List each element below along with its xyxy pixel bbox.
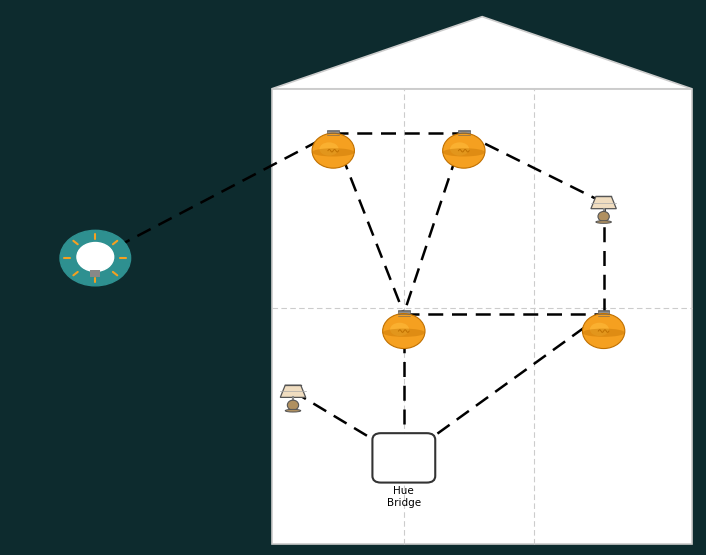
Ellipse shape	[285, 410, 301, 412]
Ellipse shape	[582, 329, 625, 337]
Ellipse shape	[312, 148, 354, 157]
Ellipse shape	[582, 314, 625, 349]
Ellipse shape	[450, 142, 469, 155]
FancyBboxPatch shape	[373, 433, 435, 483]
Ellipse shape	[287, 400, 299, 410]
FancyBboxPatch shape	[598, 310, 609, 317]
Circle shape	[60, 230, 131, 286]
Polygon shape	[272, 17, 692, 89]
Ellipse shape	[312, 133, 354, 168]
Ellipse shape	[596, 221, 611, 223]
Ellipse shape	[443, 148, 485, 157]
Text: Hue
Bridge: Hue Bridge	[387, 486, 421, 507]
Ellipse shape	[390, 323, 409, 336]
Ellipse shape	[598, 211, 609, 221]
Ellipse shape	[383, 329, 425, 337]
Ellipse shape	[590, 323, 609, 336]
Bar	[272, 89, 692, 544]
FancyBboxPatch shape	[90, 270, 100, 277]
Ellipse shape	[383, 314, 425, 349]
Circle shape	[77, 243, 114, 271]
Ellipse shape	[319, 142, 339, 155]
FancyBboxPatch shape	[328, 130, 339, 137]
Polygon shape	[591, 196, 616, 209]
FancyBboxPatch shape	[398, 310, 409, 317]
Polygon shape	[280, 385, 306, 397]
FancyBboxPatch shape	[458, 130, 469, 137]
Ellipse shape	[443, 133, 485, 168]
